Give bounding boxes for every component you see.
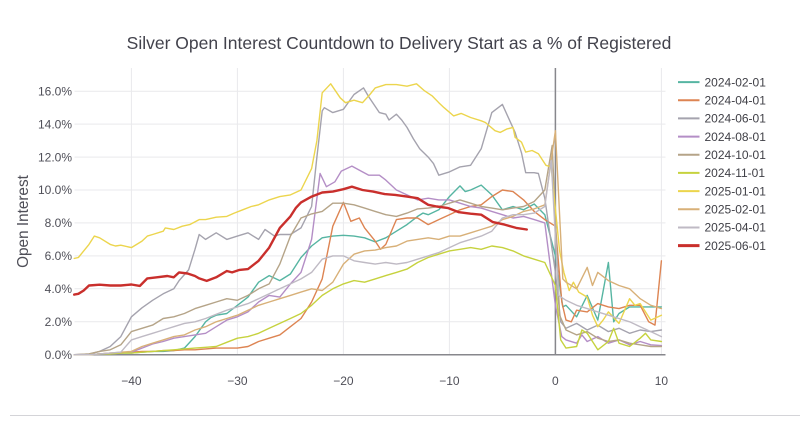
svg-text:14.0%: 14.0% — [38, 117, 72, 131]
svg-text:Open Interest: Open Interest — [15, 174, 32, 267]
svg-text:Silver Open Interest Countdown: Silver Open Interest Countdown to Delive… — [127, 33, 672, 53]
svg-text:4.0%: 4.0% — [45, 282, 73, 296]
svg-text:2024-10-01: 2024-10-01 — [705, 148, 767, 162]
svg-text:2025-01-01: 2025-01-01 — [705, 184, 767, 198]
svg-text:−10: −10 — [439, 374, 460, 388]
svg-text:2024-04-01: 2024-04-01 — [705, 94, 767, 108]
svg-text:0: 0 — [552, 374, 559, 388]
svg-text:16.0%: 16.0% — [38, 84, 72, 98]
svg-text:12.0%: 12.0% — [38, 150, 72, 164]
svg-text:6.0%: 6.0% — [45, 249, 73, 263]
svg-text:2024-02-01: 2024-02-01 — [705, 75, 767, 89]
svg-text:2025-04-01: 2025-04-01 — [705, 221, 767, 235]
svg-text:2024-08-01: 2024-08-01 — [705, 130, 767, 144]
svg-text:−20: −20 — [333, 374, 354, 388]
svg-text:10: 10 — [655, 374, 669, 388]
svg-text:2025-02-01: 2025-02-01 — [705, 203, 767, 217]
svg-text:0.0%: 0.0% — [45, 348, 73, 362]
svg-text:2.0%: 2.0% — [45, 315, 73, 329]
svg-text:8.0%: 8.0% — [45, 216, 73, 230]
svg-text:2024-06-01: 2024-06-01 — [705, 112, 767, 126]
svg-text:10.0%: 10.0% — [38, 183, 72, 197]
svg-text:−30: −30 — [227, 374, 248, 388]
svg-text:−40: −40 — [121, 374, 142, 388]
svg-text:2025-06-01: 2025-06-01 — [705, 239, 767, 253]
svg-text:2024-11-01: 2024-11-01 — [705, 166, 766, 180]
